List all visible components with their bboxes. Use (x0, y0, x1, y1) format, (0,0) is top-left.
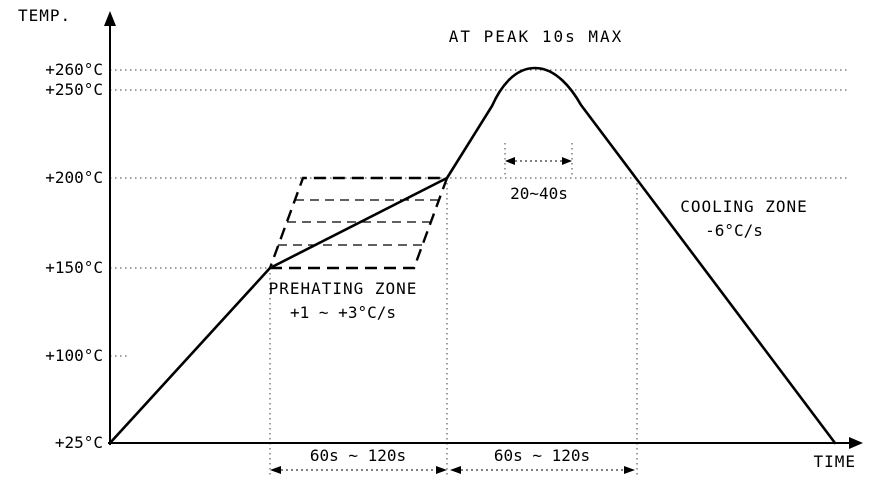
x-axis-arrowhead (849, 437, 863, 449)
y-tick-25: +25°C (55, 433, 103, 452)
peak-window-label: 20~40s (510, 184, 568, 203)
axes (104, 11, 863, 449)
y-axis-arrowhead (104, 11, 116, 26)
vertical-guides (269, 143, 638, 477)
y-tick-200: +200°C (45, 168, 103, 187)
temperature-profile-line (108, 66, 837, 445)
preheat-duration-arrow (270, 466, 447, 474)
preheat-zone-label: PREHATING ZONE (269, 279, 418, 298)
reflow-duration-arrowhead-left (450, 466, 461, 474)
cooling-zone-label: COOLING ZONE (680, 197, 808, 216)
preheat-duration-arrowhead-right (436, 466, 447, 474)
reflow-duration-arrowhead-right (624, 466, 635, 474)
y-axis-title: TEMP. (18, 6, 71, 25)
reflow-duration-arrow (450, 466, 635, 474)
y-tick-250: +250°C (45, 80, 103, 99)
y-tick-100: +100°C (45, 346, 103, 365)
peak-window-arrowhead-left (505, 157, 515, 165)
peak-window-arrow (505, 157, 572, 165)
y-tick-labels: +260°C +250°C +200°C +150°C +100°C +25°C (45, 60, 103, 452)
x-axis-title: TIME (813, 452, 856, 471)
preheat-zone-rate-label: +1 ~ +3°C/s (290, 303, 396, 322)
y-tick-150: +150°C (45, 258, 103, 277)
preheat-duration-label: 60s ~ 120s (310, 446, 406, 465)
reflow-duration-label: 60s ~ 120s (494, 446, 590, 465)
y-tick-260: +260°C (45, 60, 103, 79)
cooling-zone-rate-label: -6°C/s (705, 221, 763, 240)
horizontal-gridlines (110, 69, 848, 357)
preheat-duration-arrowhead-left (270, 466, 281, 474)
peak-window-arrowhead-right (562, 157, 572, 165)
peak-note-label: AT PEAK 10s MAX (449, 27, 624, 46)
